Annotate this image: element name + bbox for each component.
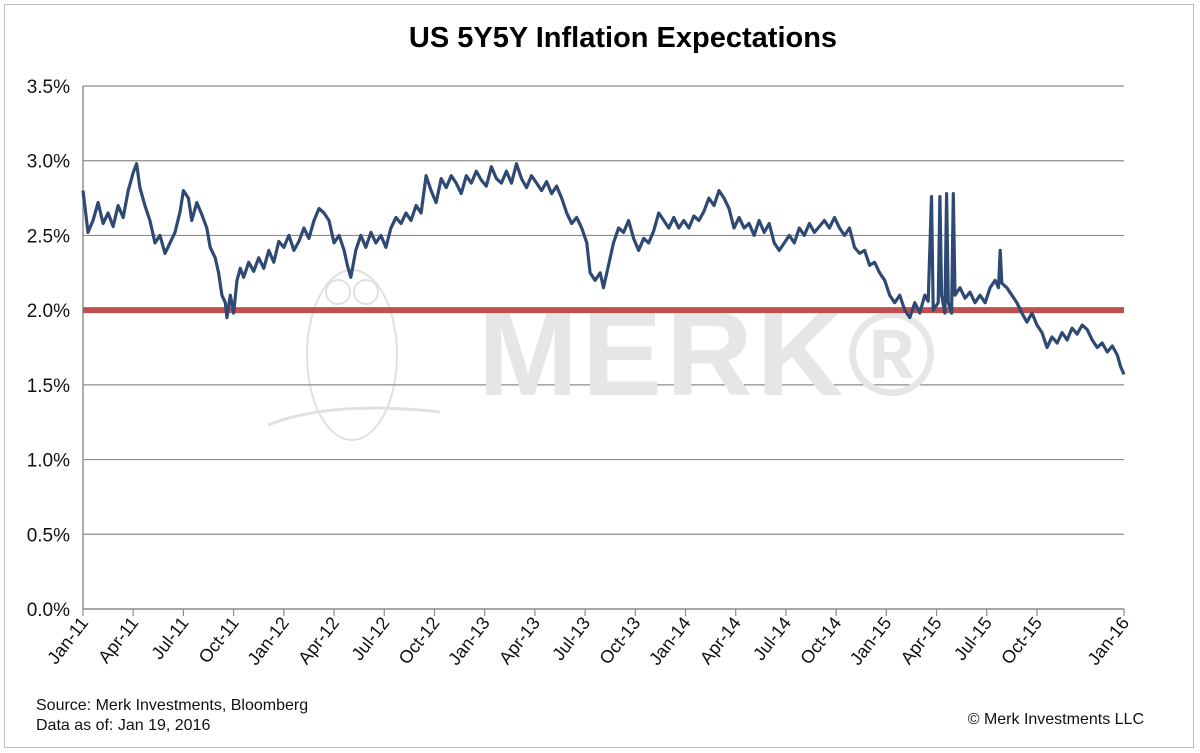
x-tick-label: Oct-15: [997, 613, 1046, 668]
owl-branch: [267, 406, 441, 427]
x-tick-labels: Jan-11 Apr-11 Jul-11 Oct-11 Jan-12 Apr-12 Jul-…: [43, 609, 1133, 669]
as-of-note: Data as of: Jan 19, 2016: [36, 717, 211, 734]
x-tick-label: Oct-13: [595, 613, 644, 668]
owl-eye: [353, 279, 379, 305]
y-tick-label: 1.5%: [27, 376, 70, 397]
x-tick-label: Jul-12: [347, 613, 393, 664]
x-tick-label: Apr-13: [495, 613, 544, 668]
y-tick-label: 2.0%: [27, 301, 70, 322]
x-tick-label: Apr-11: [94, 613, 142, 667]
y-tick-label: 2.5%: [27, 226, 70, 247]
x-tick-label: Jan-13: [444, 613, 494, 669]
x-tick-label: Apr-15: [897, 613, 946, 668]
owl-watermark: [267, 269, 441, 441]
x-tick-label: Oct-12: [395, 613, 444, 668]
axes: [82, 86, 1124, 610]
x-tick-label: Jul-11: [147, 613, 192, 663]
watermark-text: MERK®: [478, 287, 940, 421]
series-layer: [81, 162, 1126, 376]
owl-eye: [325, 279, 351, 305]
merk-watermark: MERK®: [267, 269, 940, 441]
source-note: Source: Merk Investments, Bloomberg: [36, 697, 309, 714]
x-tick-label: Oct-11: [195, 613, 243, 667]
x-tick-label: Jul-14: [749, 613, 795, 664]
y-tick-label: 0.5%: [27, 525, 70, 546]
y-tick-label: 0.0%: [27, 600, 70, 621]
chart-title: US 5Y5Y Inflation Expectations: [408, 22, 838, 54]
x-tick-label: Jan-14: [645, 613, 695, 669]
x-tick-label: Jan-12: [243, 613, 293, 669]
y-tick-labels: 0.0% 0.5% 1.0% 1.5% 2.0% 2.5% 3.0% 3.5%: [27, 77, 70, 621]
owl-body: [306, 269, 398, 441]
x-tick-label: Oct-14: [796, 613, 845, 668]
x-tick-label: Jul-13: [548, 613, 594, 664]
x-tick-label: Jan-11: [43, 613, 92, 668]
x-tick-label: Jan-15: [846, 613, 896, 669]
x-tick-label: Jul-15: [950, 613, 996, 664]
y-tick-label: 3.0%: [27, 152, 70, 173]
y-tick-label: 1.0%: [27, 451, 70, 472]
y-tick-label: 3.5%: [27, 77, 70, 98]
series-line-5y5y: [81, 162, 1126, 376]
y-gridlines: [83, 85, 1124, 535]
x-tick-label: Jan-16: [1084, 613, 1134, 669]
copyright-note: © Merk Investments LLC: [967, 711, 1144, 728]
chart-frame: [4, 4, 1194, 748]
x-tick-label: Apr-14: [696, 613, 745, 668]
x-tick-label: Apr-12: [294, 613, 343, 668]
